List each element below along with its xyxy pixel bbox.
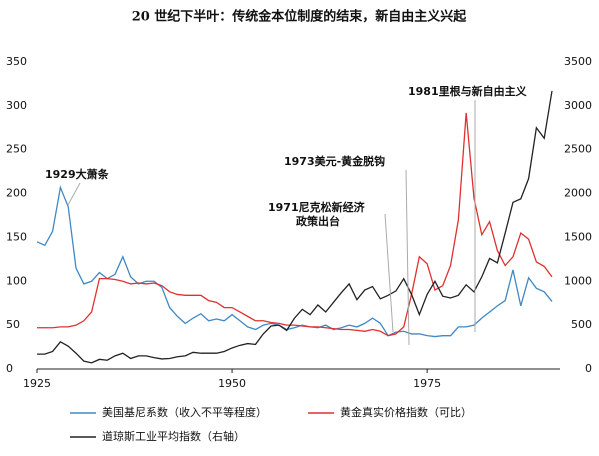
x-tick-label: 1950 xyxy=(218,377,246,390)
y-tick-label: 50 xyxy=(6,318,20,331)
series-line xyxy=(37,90,553,364)
legend-label: 道琼斯工业平均指数（右轴） xyxy=(102,429,245,443)
x-tick-label: 1925 xyxy=(23,377,51,390)
annotation: 1973美元-黄金脱钩 xyxy=(284,154,385,168)
series-line xyxy=(37,112,553,337)
annotation: 1971尼克松新经济 xyxy=(268,200,366,214)
y-tick-label: 300 xyxy=(6,99,27,112)
y-tick-label: 150 xyxy=(6,230,27,243)
annotation-leader xyxy=(405,169,410,346)
y2-tick-label: 3000 xyxy=(564,99,592,112)
y2-tick-label: 2000 xyxy=(564,187,592,200)
annotation-leader xyxy=(384,213,394,333)
y-tick-label: 100 xyxy=(6,274,27,287)
annotation: 1929大萧条 xyxy=(45,167,110,181)
y-tick-label: 200 xyxy=(6,187,27,200)
y2-tick-label: 500 xyxy=(571,318,592,331)
y2-tick-label: 1000 xyxy=(564,274,592,287)
annotation: 政策出台 xyxy=(296,214,340,228)
legend-label: 美国基尼系数（收入不平等程度） xyxy=(102,405,267,419)
annotation-leader xyxy=(67,182,81,206)
series-line xyxy=(36,185,553,338)
y-tick-label: 350 xyxy=(6,55,27,68)
y2-tick-label: 2500 xyxy=(564,143,592,156)
chart-title: 20 世纪下半叶：传统金本位制度的结束，新自由主义兴起 xyxy=(132,9,468,25)
y2-tick-label: 1500 xyxy=(564,230,592,243)
legend-label: 黄金真实价格指数（可比） xyxy=(340,405,472,419)
y-tick-label: 250 xyxy=(6,143,27,156)
y2-tick-label: 0 xyxy=(585,362,592,375)
y-tick-label: 0 xyxy=(6,362,13,375)
y2-tick-label: 3500 xyxy=(564,55,592,68)
x-tick-label: 1975 xyxy=(413,377,441,390)
annotation: 1981里根与新自由主义 xyxy=(408,84,528,98)
